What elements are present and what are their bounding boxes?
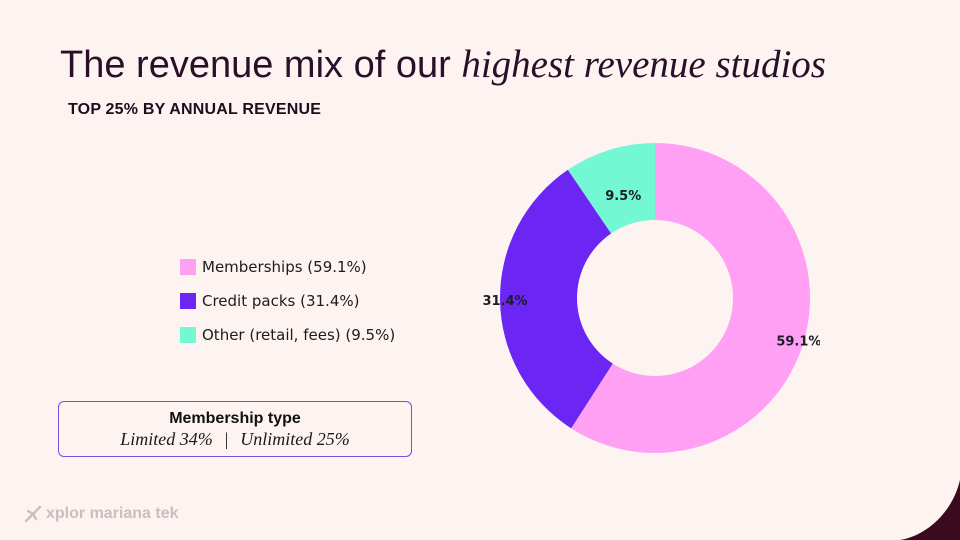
slice-label-other: 9.5% (605, 189, 641, 204)
slide-title-plain: The revenue mix of our (60, 44, 462, 86)
legend-label-other: Other (retail, fees) (9.5%) (202, 326, 396, 344)
slice-credit-packs (500, 169, 613, 429)
legend-label-memberships: Memberships (59.1%) (202, 258, 367, 276)
brand-logo: xplor mariana tek (24, 505, 179, 523)
slide-title-italic: highest revenue studios (461, 43, 826, 86)
membership-type-callout: Membership type Limited 34% | Unlimited 25… (58, 401, 412, 457)
legend-label-credit-packs: Credit packs (31.4%) (202, 292, 360, 310)
corner-decoration (900, 480, 960, 540)
slice-other (567, 143, 655, 234)
callout-separator: | (224, 429, 229, 449)
legend-item-memberships: Memberships (59.1%) (180, 250, 395, 284)
callout-body: Limited 34% | Unlimited 25% (59, 429, 411, 450)
slice-label-credit-packs: 31.4% (482, 294, 527, 309)
slice-memberships (571, 143, 810, 454)
legend-swatch-other (180, 327, 196, 343)
legend-item-other: Other (retail, fees) (9.5%) (180, 318, 395, 352)
callout-title: Membership type (169, 410, 301, 427)
legend-swatch-credit-packs (180, 293, 196, 309)
chart-legend: Memberships (59.1%) Credit packs (31.4%)… (180, 250, 395, 352)
legend-item-credit-packs: Credit packs (31.4%) (180, 284, 395, 318)
slide-subtitle: TOP 25% BY ANNUAL REVENUE (68, 101, 322, 118)
xplor-logo-icon (24, 505, 42, 523)
slice-label-memberships: 59.1% (776, 334, 820, 349)
legend-swatch-memberships (180, 259, 196, 275)
callout-limited: Limited 34% (120, 429, 213, 449)
slide-title: The revenue mix of our highest revenue s… (60, 42, 826, 87)
brand-name: xplor mariana tek (46, 505, 179, 522)
callout-unlimited: Unlimited 25% (240, 429, 350, 449)
donut-chart: 59.1% 31.4% 9.5% (482, 143, 820, 454)
